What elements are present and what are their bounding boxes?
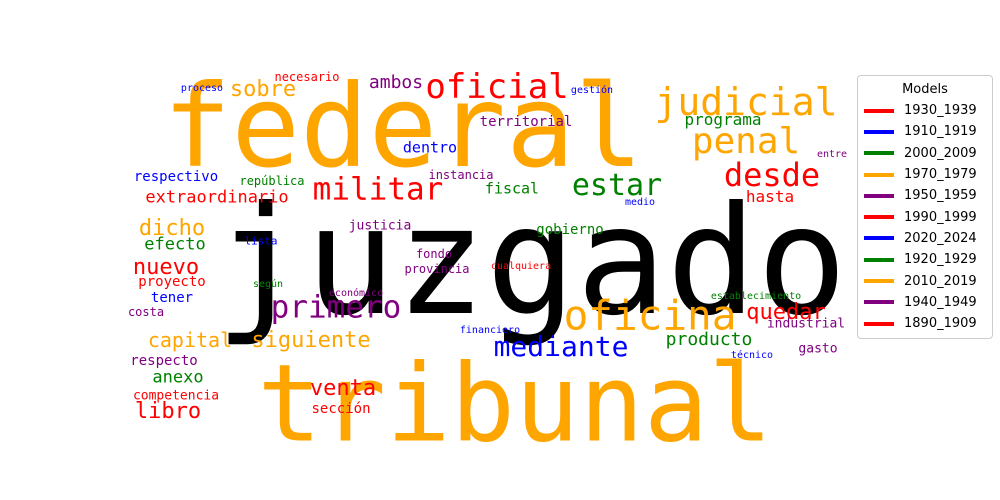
legend-item-2000_2009: 2000_2009 (858, 143, 992, 164)
word-económico: económico (328, 288, 384, 299)
word-entre: entre (816, 149, 848, 160)
word-según: según (252, 279, 284, 290)
word-efecto: efecto (144, 234, 206, 255)
word-siguiente: siguiente (251, 328, 371, 353)
word-desde: desde (723, 156, 821, 194)
legend-item-1920_1929: 1920_1929 (858, 249, 992, 270)
word-tener: tener (150, 290, 194, 306)
legend-line-icon (864, 129, 894, 134)
word-estar: estar (571, 168, 663, 203)
word-justicia: justicia (348, 218, 412, 234)
legend-item-2020_2024: 2020_2024 (858, 228, 992, 249)
word-militar: militar (312, 171, 444, 208)
word-respecto: respecto (130, 353, 198, 369)
word-anexo: anexo (152, 367, 204, 388)
word-gasto: gasto (798, 341, 838, 357)
word-capital: capital (147, 328, 233, 352)
legend-line-icon (864, 257, 894, 262)
word-establecimiento: establecimiento (710, 291, 802, 302)
word-sobre: sobre (229, 77, 297, 102)
word-financiero: financiero (459, 325, 521, 336)
word-respectivo: respectivo (133, 169, 219, 185)
word-industrial: industrial (766, 316, 846, 332)
legend: Models 1930_1939 1910_1919 2000_2009 1970_1… (857, 75, 993, 339)
word-proceso: proceso (180, 83, 224, 94)
word-gestión: gestión (570, 85, 614, 96)
word-gobierno: gobierno (536, 222, 604, 238)
legend-item-1940_1949: 1940_1949 (858, 292, 992, 313)
legend-line-icon (864, 172, 894, 177)
word-competencia: competencia (132, 388, 220, 404)
word-dentro: dentro (402, 138, 458, 157)
word-oficial: oficial (425, 67, 569, 107)
word-costa: costa (127, 305, 165, 319)
legend-line-icon (864, 193, 894, 198)
word-república: república (239, 174, 305, 188)
word-libro: libro (134, 399, 202, 424)
legend-label: 1990_1999 (904, 209, 977, 225)
word-hasta: hasta (745, 187, 795, 206)
legend-label: 1920_1929 (904, 252, 977, 268)
word-tribunal: tribunal (257, 342, 773, 467)
word-federal: federal (162, 60, 644, 193)
word-sección: sección (311, 401, 371, 417)
word-técnico: técnico (730, 350, 774, 361)
legend-line-icon (864, 321, 894, 326)
word-ambos: ambos (368, 72, 424, 93)
legend-label: 1910_1919 (904, 124, 977, 140)
word-fiscal: fiscal (484, 179, 540, 198)
legend-item-1950_1959: 1950_1959 (858, 185, 992, 206)
word-lista: lista (244, 234, 278, 248)
word-fondo: fondo (415, 247, 453, 261)
word-instancia: instancia (428, 168, 494, 182)
legend-line-icon (864, 151, 894, 156)
word-provincia: provincia (404, 262, 470, 276)
word-cualquiera: cualquiera (490, 261, 552, 272)
word-judicial: judicial (654, 80, 838, 124)
word-territorial: territorial (479, 114, 573, 130)
legend-item-1930_1939: 1930_1939 (858, 100, 992, 121)
word-quedar: quedar (746, 300, 826, 325)
word-nuevo: nuevo (132, 255, 200, 280)
word-venta: venta (309, 376, 377, 401)
legend-title: Models (902, 82, 948, 97)
word-medio: medio (624, 197, 656, 208)
legend-line-icon (864, 279, 894, 284)
legend-label: 1930_1939 (904, 103, 977, 119)
legend-label: 2010_2019 (904, 273, 977, 289)
legend-item-1910_1919: 1910_1919 (858, 121, 992, 142)
legend-items: 1930_1939 1910_1919 2000_2009 1970_1979 1950… (858, 100, 992, 334)
legend-line-icon (864, 300, 894, 305)
word-programa: programa (684, 110, 762, 129)
legend-line-icon (864, 236, 894, 241)
legend-line-icon (864, 108, 894, 113)
legend-label: 1890_1909 (904, 316, 977, 332)
word-oficina: oficina (563, 291, 737, 340)
legend-line-icon (864, 215, 894, 220)
legend-label: 2000_2009 (904, 145, 977, 161)
word-proyecto: proyecto (138, 274, 206, 290)
legend-label: 2020_2024 (904, 230, 977, 246)
word-juzgado: juzgado (214, 175, 848, 349)
word-extraordinario: extraordinario (145, 187, 289, 208)
word-dicho: dicho (138, 216, 206, 241)
legend-item-1990_1999: 1990_1999 (858, 206, 992, 227)
legend-item-1970_1979: 1970_1979 (858, 164, 992, 185)
legend-item-1890_1909: 1890_1909 (858, 313, 992, 334)
word-primero: primero (270, 289, 402, 326)
legend-label: 1940_1949 (904, 294, 977, 310)
word-mediante: mediante (493, 330, 629, 363)
word-producto: producto (665, 329, 753, 350)
legend-label: 1970_1979 (904, 167, 977, 183)
legend-item-2010_2019: 2010_2019 (858, 270, 992, 291)
legend-label: 1950_1959 (904, 188, 977, 204)
word-necesario: necesario (274, 70, 340, 84)
word-penal: penal (691, 121, 801, 162)
